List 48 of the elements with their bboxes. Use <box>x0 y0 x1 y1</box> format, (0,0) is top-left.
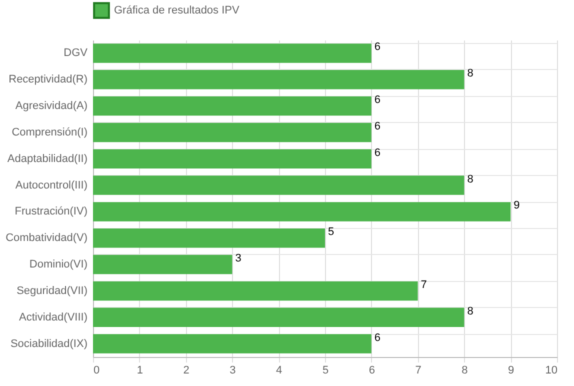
x-tick-label: 3 <box>230 364 236 376</box>
data-label: 6 <box>374 94 381 106</box>
x-tick-label: 4 <box>276 364 282 376</box>
y-tick-label: Sociabilidad(IX) <box>10 338 88 350</box>
data-label: 6 <box>374 120 381 132</box>
bar <box>93 202 511 222</box>
y-tick-label: Combatividad(V) <box>6 232 88 244</box>
y-tick-label: Autocontrol(III) <box>15 179 88 192</box>
data-label: 6 <box>374 41 381 54</box>
x-tick-label: 0 <box>94 364 100 376</box>
bar <box>93 176 464 195</box>
data-label: 7 <box>420 278 427 291</box>
bar <box>93 308 464 328</box>
x-tick-label: 1 <box>136 364 143 376</box>
bar <box>93 70 464 90</box>
bar <box>93 44 372 63</box>
bar <box>93 281 418 301</box>
bar <box>93 96 372 116</box>
data-label: 6 <box>374 332 381 344</box>
x-tick-label: 9 <box>508 364 514 376</box>
x-tick-label: 10 <box>545 364 558 376</box>
x-tick-label: 6 <box>368 364 375 376</box>
data-label: 8 <box>467 68 474 80</box>
y-tick-label: Comprensión(I) <box>12 126 88 138</box>
data-label: 6 <box>374 146 381 159</box>
y-tick-label: Actividad(VIII) <box>19 311 88 324</box>
y-tick-label: Seguridad(VII) <box>16 284 88 297</box>
x-tick-label: 2 <box>183 364 190 376</box>
legend-label: Gráfica de resultados IPV <box>114 4 240 16</box>
data-label: 5 <box>328 226 334 238</box>
data-label: 8 <box>467 305 474 318</box>
x-tick-label: 5 <box>322 364 329 376</box>
bar <box>93 228 325 248</box>
bar <box>93 149 372 169</box>
x-tick-label: 7 <box>415 364 422 376</box>
y-tick-label: DGV <box>64 47 88 60</box>
y-tick-label: Agresividad(A) <box>15 100 88 112</box>
y-tick-label: Adaptabilidad(II) <box>7 152 88 165</box>
bar <box>93 122 372 142</box>
y-tick-label: Frustración(IV) <box>14 206 88 218</box>
x-tick-label: 8 <box>462 364 468 376</box>
data-label: 8 <box>467 173 474 186</box>
y-tick-label: Receptividad(R) <box>8 74 88 86</box>
data-label: 9 <box>514 200 520 212</box>
data-label: 3 <box>235 252 242 265</box>
bar <box>93 334 372 354</box>
bar <box>93 254 232 274</box>
y-tick-label: Dominio(VI) <box>29 258 88 271</box>
